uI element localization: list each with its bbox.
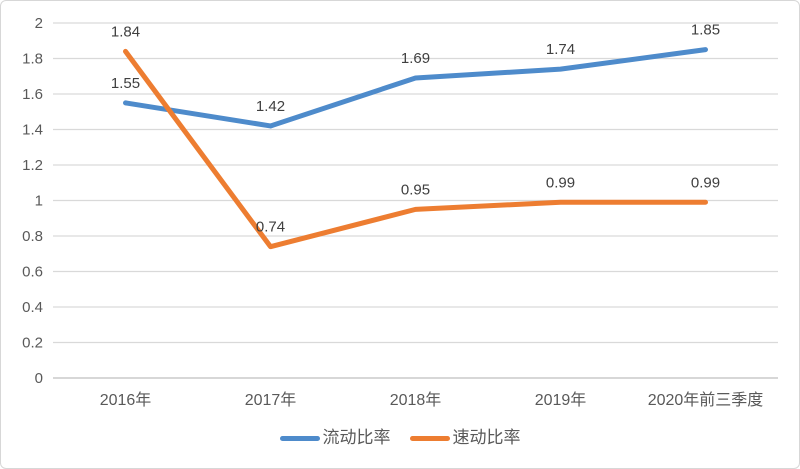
data-label-series-1: 0.95 <box>401 181 430 198</box>
legend: 流动比率 速动比率 <box>1 427 799 449</box>
legend-label: 流动比率 <box>322 428 391 447</box>
y-tick-label: 0.8 <box>22 228 43 245</box>
data-label-series-0: 1.85 <box>691 22 720 39</box>
data-label-series-1: 1.84 <box>111 23 140 40</box>
x-tick-label: 2017年 <box>245 391 297 409</box>
data-label-series-1: 0.74 <box>256 219 285 236</box>
x-tick-label: 2019年 <box>535 391 587 409</box>
y-tick-label: 0 <box>35 370 43 387</box>
y-tick-label: 1.6 <box>22 86 43 103</box>
legend-line-swatch-orange <box>409 435 450 441</box>
y-tick-label: 1.4 <box>22 122 43 139</box>
legend-item-current-ratio: 流动比率 <box>279 427 391 449</box>
series-line-1 <box>123 48 708 250</box>
y-tick-label: 1.8 <box>22 51 43 68</box>
data-label-series-0: 1.55 <box>111 75 140 92</box>
y-tick-label: 1 <box>35 193 43 210</box>
y-tick-label: 2 <box>35 15 43 32</box>
legend-line-swatch-blue <box>279 435 320 441</box>
data-label-series-1: 0.99 <box>691 174 720 191</box>
y-tick-label: 1.2 <box>22 157 43 174</box>
y-tick-label: 0.4 <box>22 299 43 316</box>
data-label-series-1: 0.99 <box>546 174 575 191</box>
series-line-0 <box>123 47 708 129</box>
data-label-series-0: 1.74 <box>546 41 575 58</box>
x-tick-label: 2020年前三季度 <box>648 391 764 409</box>
x-tick-label: 2016年 <box>100 391 152 409</box>
x-tick-label: 2018年 <box>390 391 442 409</box>
legend-label: 速动比率 <box>452 428 521 447</box>
data-label-series-0: 1.69 <box>401 50 430 67</box>
y-tick-label: 0.2 <box>22 335 43 352</box>
legend-item-quick-ratio: 速动比率 <box>409 427 521 449</box>
data-label-series-0: 1.42 <box>256 98 285 115</box>
y-tick-label: 0.6 <box>22 264 43 281</box>
